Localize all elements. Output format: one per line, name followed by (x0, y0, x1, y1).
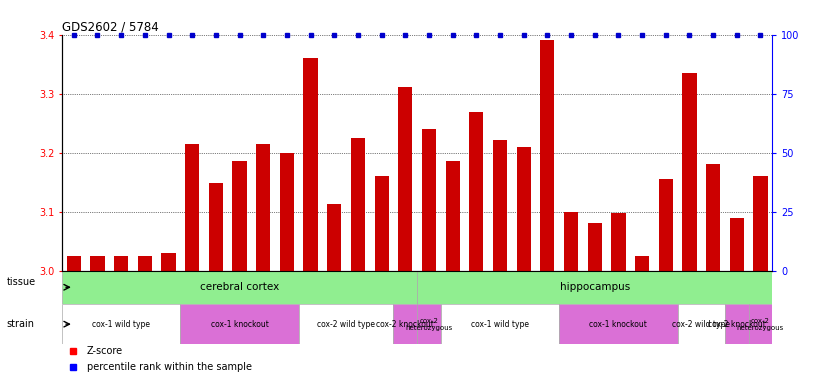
Bar (493, 140, 507, 271)
Bar (303, 58, 318, 271)
Bar (62, 271, 417, 304)
Bar (417, 304, 441, 344)
Text: Z-score: Z-score (87, 346, 123, 356)
Bar (398, 86, 412, 271)
Bar (422, 129, 436, 271)
Bar (635, 256, 649, 271)
Text: cox-2 knockout: cox-2 knockout (708, 319, 766, 329)
Bar (185, 144, 199, 271)
Bar (469, 113, 483, 271)
Bar (114, 256, 128, 271)
Text: cox-1 knockout: cox-1 knockout (211, 319, 268, 329)
Text: cox-2
heterozygous: cox-2 heterozygous (737, 318, 784, 331)
Bar (611, 214, 625, 271)
Text: GDS2602 / 5784: GDS2602 / 5784 (62, 20, 159, 33)
Bar (280, 152, 294, 271)
Bar (748, 304, 772, 344)
Bar (67, 256, 81, 271)
Bar (209, 183, 223, 271)
Text: cox-2
heterozygous: cox-2 heterozygous (406, 318, 453, 331)
Bar (180, 304, 299, 344)
Bar (658, 179, 673, 271)
Text: cox-2 wild type: cox-2 wild type (672, 319, 730, 329)
Bar (232, 161, 247, 271)
Bar (256, 144, 270, 271)
Bar (559, 304, 677, 344)
Text: cox-1 knockout: cox-1 knockout (590, 319, 648, 329)
Bar (351, 138, 365, 271)
Bar (516, 147, 531, 271)
Bar (393, 304, 417, 344)
Bar (753, 176, 767, 271)
Bar (299, 304, 393, 344)
Bar (161, 253, 176, 271)
Bar (564, 212, 578, 271)
Text: percentile rank within the sample: percentile rank within the sample (87, 362, 252, 372)
Text: cox-1 wild type: cox-1 wild type (471, 319, 529, 329)
Text: hippocampus: hippocampus (559, 282, 630, 292)
Bar (327, 204, 341, 271)
Bar (441, 304, 559, 344)
Bar (729, 218, 744, 271)
Bar (725, 304, 748, 344)
Bar (374, 176, 389, 271)
Bar (417, 271, 772, 304)
Text: cox-2 knockout: cox-2 knockout (377, 319, 434, 329)
Text: tissue: tissue (7, 277, 36, 287)
Bar (706, 164, 720, 271)
Text: cox-1 wild type: cox-1 wild type (93, 319, 150, 329)
Bar (677, 304, 725, 344)
Bar (90, 256, 105, 271)
Bar (62, 304, 180, 344)
Bar (445, 161, 460, 271)
Text: strain: strain (7, 319, 35, 329)
Bar (682, 73, 696, 271)
Bar (587, 223, 602, 271)
Bar (540, 40, 554, 271)
Bar (138, 256, 152, 271)
Text: cox-2 wild type: cox-2 wild type (317, 319, 375, 329)
Text: cerebral cortex: cerebral cortex (200, 282, 279, 292)
